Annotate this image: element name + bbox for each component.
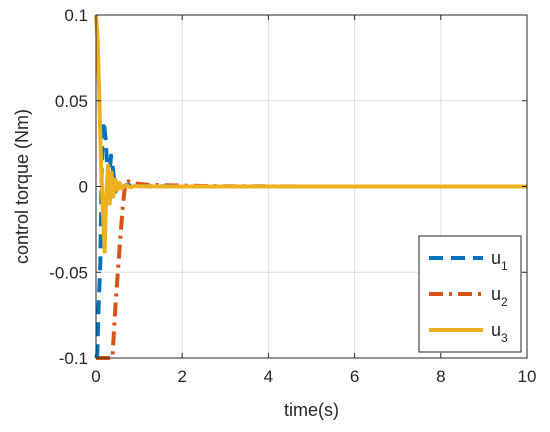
y-axis-label: control torque (Nm) <box>12 109 32 264</box>
x-tick-label: 6 <box>350 367 359 386</box>
y-tick-label: 0.1 <box>64 6 88 25</box>
y-tick-label: 0 <box>79 178 88 197</box>
legend-label-u3: u3 <box>491 320 508 345</box>
x-tick-label: 4 <box>264 367 273 386</box>
legend: u1 u2 u3 <box>418 235 522 353</box>
legend-label-u1: u1 <box>491 248 508 273</box>
y-tick-label: -0.05 <box>49 263 88 282</box>
y-tick-label: 0.05 <box>55 92 88 111</box>
x-tick-label: 8 <box>436 367 445 386</box>
series-line-u3 <box>94 14 527 254</box>
x-tick-label: 2 <box>177 367 186 386</box>
ticks <box>95 14 528 359</box>
x-axis-label: time(s) <box>284 400 339 420</box>
x-tick-label: 0 <box>91 367 100 386</box>
legend-label-u2: u2 <box>491 284 508 309</box>
tick-labels: 0 2 4 6 8 10 -0.1 -0.05 0 0.05 0.1 <box>49 6 536 386</box>
y-tick-label: -0.1 <box>59 349 88 368</box>
x-tick-label: 10 <box>518 367 537 386</box>
